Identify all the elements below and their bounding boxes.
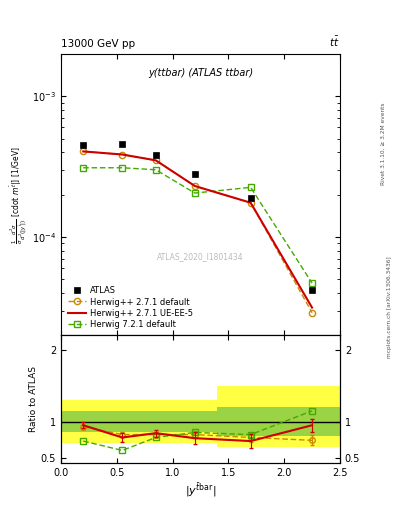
- Text: y(ttbar) (ATLAS ttbar): y(ttbar) (ATLAS ttbar): [148, 68, 253, 78]
- Herwig++ 2.7.1 UE-EE-5: [153, 157, 158, 163]
- Line: Herwig++ 2.7.1 default: Herwig++ 2.7.1 default: [80, 148, 315, 316]
- Line: ATLAS: ATLAS: [80, 140, 315, 293]
- Line: Herwig++ 2.7.1 UE-EE-5: Herwig++ 2.7.1 UE-EE-5: [83, 152, 312, 308]
- ATLAS: [81, 142, 86, 148]
- ATLAS: [193, 171, 197, 177]
- ATLAS: [310, 287, 314, 293]
- Text: ATLAS_2020_I1801434: ATLAS_2020_I1801434: [157, 252, 244, 261]
- Legend: ATLAS, Herwig++ 2.7.1 default, Herwig++ 2.7.1 UE-EE-5, Herwig 7.2.1 default: ATLAS, Herwig++ 2.7.1 default, Herwig++ …: [65, 284, 196, 331]
- Herwig++ 2.7.1 UE-EE-5: [193, 183, 197, 189]
- Herwig++ 2.7.1 UE-EE-5: [248, 200, 253, 206]
- Text: Rivet 3.1.10, ≥ 3.2M events: Rivet 3.1.10, ≥ 3.2M events: [381, 102, 386, 185]
- Herwig++ 2.7.1 default: [193, 183, 197, 189]
- ATLAS: [153, 152, 158, 158]
- Herwig++ 2.7.1 UE-EE-5: [120, 152, 125, 158]
- Herwig++ 2.7.1 UE-EE-5: [310, 305, 314, 311]
- X-axis label: $|y^{\bar{t}\mathrm{bar}}|$: $|y^{\bar{t}\mathrm{bar}}|$: [185, 481, 216, 499]
- Herwig 7.2.1 default: [248, 184, 253, 190]
- ATLAS: [248, 195, 253, 201]
- Herwig++ 2.7.1 default: [120, 152, 125, 158]
- Text: $t\bar{t}$: $t\bar{t}$: [329, 34, 340, 49]
- ATLAS: [120, 141, 125, 147]
- Text: mcplots.cern.ch [arXiv:1306.3436]: mcplots.cern.ch [arXiv:1306.3436]: [387, 257, 391, 358]
- Y-axis label: Ratio to ATLAS: Ratio to ATLAS: [29, 367, 38, 432]
- Line: Herwig 7.2.1 default: Herwig 7.2.1 default: [80, 165, 315, 286]
- Herwig 7.2.1 default: [310, 280, 314, 286]
- Herwig 7.2.1 default: [193, 190, 197, 196]
- Herwig 7.2.1 default: [120, 165, 125, 171]
- Herwig++ 2.7.1 default: [310, 310, 314, 316]
- Herwig++ 2.7.1 default: [81, 148, 86, 155]
- Herwig++ 2.7.1 default: [153, 157, 158, 163]
- Text: 13000 GeV pp: 13000 GeV pp: [61, 38, 135, 49]
- Herwig++ 2.7.1 UE-EE-5: [81, 148, 86, 155]
- Herwig 7.2.1 default: [81, 165, 86, 171]
- Y-axis label: $\frac{1}{\sigma}\frac{d^2\sigma}{d^2(|y^{\bar{t}}|)}\ [\mathrm{cdot}\ m^{\bar{t: $\frac{1}{\sigma}\frac{d^2\sigma}{d^2(|y…: [8, 145, 29, 244]
- Herwig 7.2.1 default: [153, 167, 158, 173]
- Herwig++ 2.7.1 default: [248, 200, 253, 206]
